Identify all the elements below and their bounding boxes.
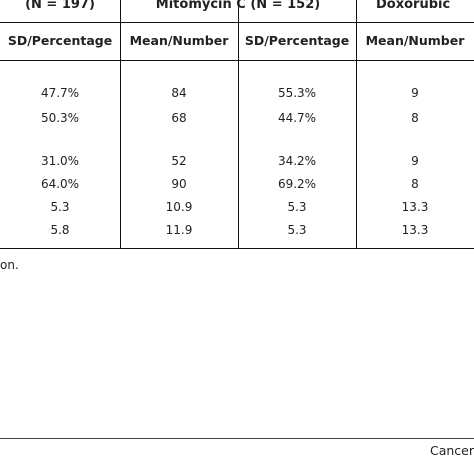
data-table: (N = 197) Mitomycin C (N = 152) Doxorubi… bbox=[0, 0, 474, 249]
table-cell: 5.3 bbox=[287, 223, 307, 237]
table-cell: 50.3% bbox=[40, 111, 80, 125]
column-header: SD/Percentage bbox=[7, 33, 113, 48]
table-cell: 31.0% bbox=[40, 154, 80, 168]
table-cell: 44.7% bbox=[277, 111, 317, 125]
table-cell: 69.2% bbox=[277, 177, 317, 191]
table-cell: 47.7% bbox=[40, 86, 80, 100]
table-cell: 5.8 bbox=[50, 223, 70, 237]
table-cell: 5.3 bbox=[287, 200, 307, 214]
table-cell: 68 bbox=[171, 111, 187, 125]
group-header-2: Mitomycin C (N = 152) bbox=[155, 0, 321, 12]
table-cell: 9 bbox=[411, 154, 419, 168]
table-cell: 52 bbox=[171, 154, 187, 168]
table-cell: 84 bbox=[171, 86, 187, 100]
column-header: Mean/Number bbox=[365, 33, 465, 48]
table-cell: 9 bbox=[411, 86, 419, 100]
column-divider bbox=[120, 0, 121, 248]
running-footer: Cancer bbox=[429, 443, 474, 458]
table-cell: 8 bbox=[411, 111, 419, 125]
group-header-3: Doxorubic bbox=[376, 0, 451, 12]
column-header-rule bbox=[0, 60, 474, 61]
column-divider bbox=[238, 0, 239, 248]
table-cell: 10.9 bbox=[165, 200, 193, 214]
table-cell: 5.3 bbox=[50, 200, 70, 214]
table-cell: 13.3 bbox=[401, 200, 429, 214]
header-rule bbox=[0, 22, 474, 23]
column-header: Mean/Number bbox=[129, 33, 229, 48]
footer-rule bbox=[0, 438, 474, 439]
column-header: SD/Percentage bbox=[244, 33, 350, 48]
table-cell: 8 bbox=[411, 177, 419, 191]
table-footnote: on. bbox=[0, 258, 19, 272]
table-cell: 34.2% bbox=[277, 154, 317, 168]
table-cell: 13.3 bbox=[401, 223, 429, 237]
column-divider bbox=[356, 0, 357, 248]
table-cell: 64.0% bbox=[40, 177, 80, 191]
table-cell: 90 bbox=[171, 177, 187, 191]
group-header-1: (N = 197) bbox=[25, 0, 95, 12]
table-cell: 55.3% bbox=[277, 86, 317, 100]
table-cell: 11.9 bbox=[165, 223, 193, 237]
